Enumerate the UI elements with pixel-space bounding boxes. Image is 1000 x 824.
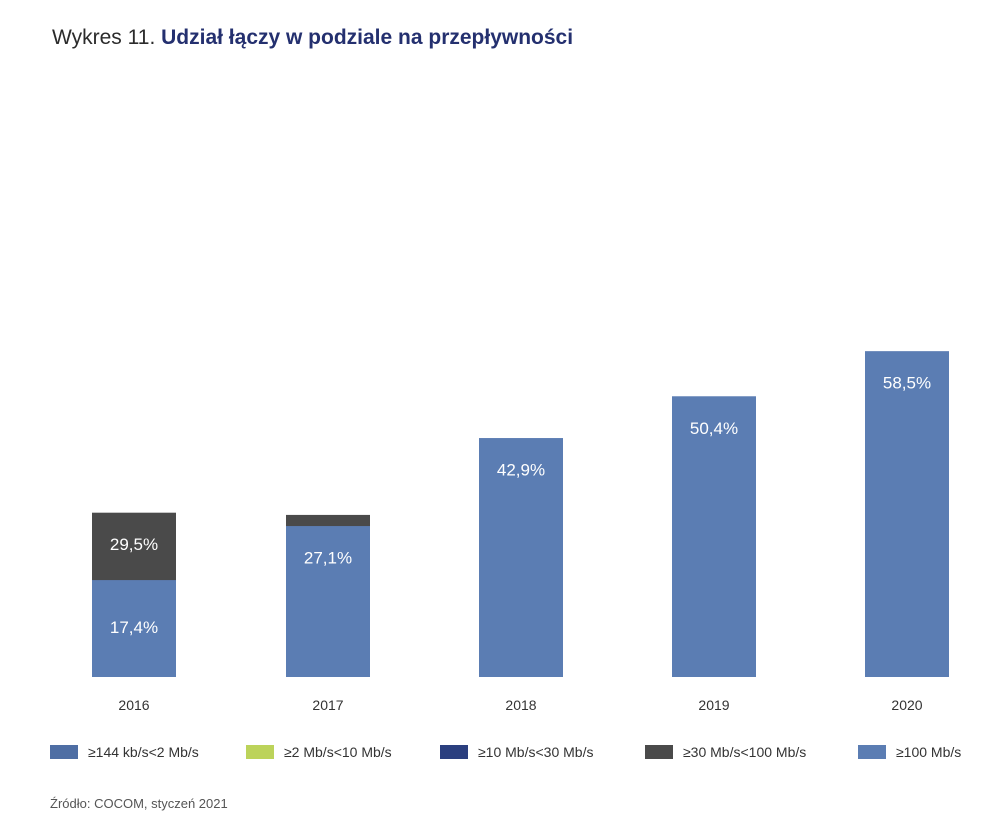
- data-label-2016-s4: 17,4%: [110, 618, 158, 637]
- data-label-2018-s4: 42,9%: [497, 461, 545, 480]
- bar-segment-2019-s4: [672, 396, 756, 677]
- chart-title-prefix: Wykres 11.: [52, 26, 156, 49]
- source-note: Źródło: COCOM, styczeń 2021: [50, 796, 228, 811]
- legend-label: ≥30 Mb/s<100 Mb/s: [683, 744, 807, 760]
- legend-swatch: [858, 745, 886, 759]
- legend-item-0: ≥144 kb/s<2 Mb/s: [50, 744, 199, 760]
- legend-swatch: [645, 745, 673, 759]
- x-tick-label-2020: 2020: [891, 697, 922, 713]
- bar-segment-2016-s4: [92, 580, 176, 677]
- legend-label: ≥10 Mb/s<30 Mb/s: [478, 744, 594, 760]
- stacked-bar-chart: 2,5%28,8%21,8%29,5%17,4%20161,0%24,1%18,…: [92, 351, 949, 713]
- data-label-2016-s3: 29,5%: [110, 535, 158, 554]
- chart-title-main: Udział łączy w podziale na przepływności: [161, 26, 574, 49]
- bar-segment-2020-s4: [865, 351, 949, 677]
- legend-label: ≥2 Mb/s<10 Mb/s: [284, 744, 392, 760]
- x-tick-label-2019: 2019: [698, 697, 729, 713]
- legend-swatch: [246, 745, 274, 759]
- chart-title: Wykres 11. Udział łączy w podziale na pr…: [52, 26, 573, 50]
- legend-item-3: ≥30 Mb/s<100 Mb/s: [645, 744, 806, 760]
- legend-item-4: ≥100 Mb/s: [858, 744, 961, 760]
- bar-segment-2017-s4: [286, 526, 370, 677]
- legend-label: ≥100 Mb/s: [896, 744, 962, 760]
- legend-item-2: ≥10 Mb/s<30 Mb/s: [440, 744, 593, 760]
- x-tick-label-2016: 2016: [118, 697, 149, 713]
- legend-item-1: ≥2 Mb/s<10 Mb/s: [246, 744, 392, 760]
- x-tick-label-2017: 2017: [312, 697, 343, 713]
- legend-swatch: [50, 745, 78, 759]
- bar-segment-2018-s4: [479, 438, 563, 677]
- data-label-2020-s4: 58,5%: [883, 374, 931, 393]
- data-label-2019-s4: 50,4%: [690, 419, 738, 438]
- x-tick-label-2018: 2018: [505, 697, 536, 713]
- legend-label: ≥144 kb/s<2 Mb/s: [88, 744, 199, 760]
- legend: ≥144 kb/s<2 Mb/s ≥2 Mb/s<10 Mb/s ≥10 Mb/s<…: [50, 744, 980, 766]
- legend-swatch: [440, 745, 468, 759]
- data-label-2017-s4: 27,1%: [304, 549, 352, 568]
